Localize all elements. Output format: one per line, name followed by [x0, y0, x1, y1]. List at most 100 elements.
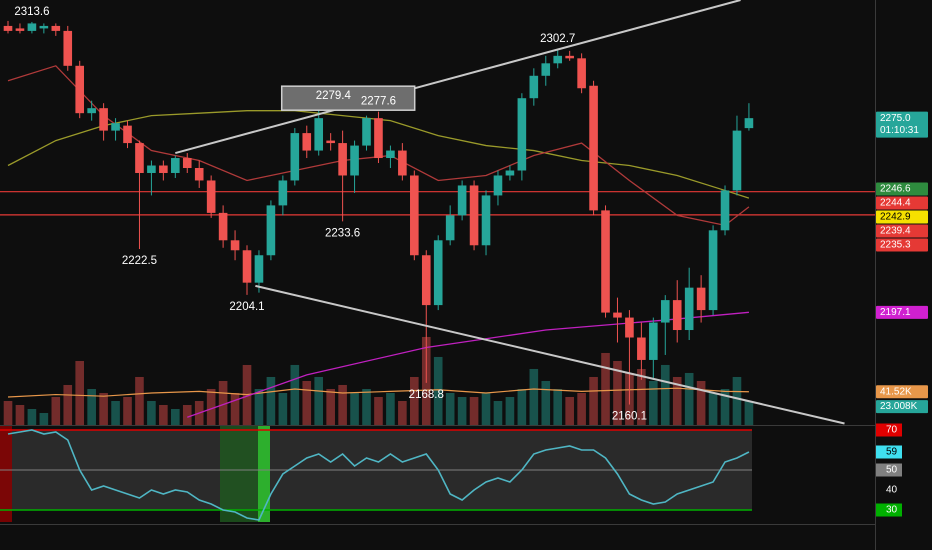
candle-body	[218, 212, 228, 241]
volume-bar	[565, 396, 574, 425]
candle-body	[3, 25, 13, 31]
candle-body	[457, 185, 467, 216]
candle-body	[421, 255, 431, 306]
volume-bar	[696, 380, 706, 425]
candle-body	[15, 28, 25, 31]
candle-body	[493, 175, 503, 196]
price-badge-label: 2275.0	[880, 113, 911, 124]
price-note: 2222.5	[122, 255, 157, 267]
volume-bar	[278, 392, 288, 425]
volume-bar	[230, 392, 240, 425]
candle-body	[732, 130, 742, 191]
volume-bar	[314, 376, 324, 425]
volume-bar	[541, 380, 551, 425]
price-note: 2168.8	[409, 389, 444, 401]
volume-bar	[720, 388, 730, 425]
volume-bar	[51, 396, 61, 425]
price-note: 2277.6	[361, 96, 396, 108]
candle-body	[374, 118, 383, 159]
candle-body	[649, 322, 658, 360]
candle-body	[613, 312, 622, 318]
price-badge-label: 41.52K	[880, 386, 912, 397]
rsi-tick-badge	[876, 445, 902, 459]
volume-bar	[589, 376, 598, 425]
price-note: 2204.1	[229, 301, 264, 313]
volume-bar	[493, 400, 503, 425]
trend-line	[175, 0, 741, 155]
candle-body	[720, 190, 730, 231]
price-badge	[876, 238, 928, 252]
volume-bar	[99, 392, 108, 425]
price-badge	[876, 224, 928, 238]
volume-bar	[398, 400, 407, 425]
candle-body	[433, 240, 443, 306]
candle-body	[672, 300, 682, 331]
candle-body	[684, 287, 694, 331]
price-badge-label: 2242.9	[880, 212, 911, 223]
candle-body	[194, 168, 204, 181]
rsi-tick-label: 30	[886, 505, 898, 516]
volume-bar	[553, 388, 563, 425]
candle-body	[625, 317, 634, 338]
price-badge	[876, 400, 928, 414]
candle-body	[398, 150, 407, 176]
volume-bar	[27, 408, 37, 425]
rsi-tick-label: 40	[886, 485, 898, 496]
volume-bar	[135, 376, 144, 425]
candle-body	[469, 185, 479, 246]
price-badge-label: 2239.4	[880, 226, 911, 237]
candle-body	[87, 108, 96, 114]
moving-average	[7, 110, 750, 199]
candle-body	[565, 55, 574, 59]
candle-body	[63, 30, 73, 66]
candle-body	[445, 215, 455, 241]
price-badge-label: 23.008K	[880, 401, 918, 412]
price-badge-label: 2246.6	[880, 184, 911, 195]
rsi-tick-badge	[876, 423, 902, 437]
volume-bar	[529, 368, 539, 425]
volume-bar	[660, 364, 670, 425]
candle-body	[410, 175, 419, 256]
volume-bar	[601, 352, 610, 425]
candle-body	[230, 240, 240, 251]
candle-body	[75, 65, 85, 114]
volume-bar	[39, 412, 49, 425]
candle-body	[302, 133, 312, 151]
volume-bar	[254, 388, 264, 425]
price-layer: 2313.6 2222.5 2204.1 2279.4 2233.6 2277.6 2168…	[0, 0, 875, 425]
candle-body	[529, 75, 539, 99]
candle-body	[314, 118, 324, 151]
price-note: 2233.6	[325, 227, 360, 239]
volume-bar	[732, 376, 742, 425]
volume-bar	[147, 400, 156, 425]
price-badge	[876, 182, 928, 196]
volume-bar	[159, 404, 168, 425]
candle-body	[278, 180, 288, 206]
candle-body	[481, 195, 491, 246]
price-badge	[876, 196, 928, 210]
volume-bar	[445, 392, 455, 425]
candle-body	[505, 170, 515, 176]
candle-body	[182, 158, 192, 169]
candle-body	[744, 118, 754, 129]
candle-body	[290, 133, 300, 181]
trend-line	[255, 284, 845, 425]
price-badge	[876, 305, 928, 319]
volume-bar	[111, 400, 120, 425]
rsi-line	[7, 429, 750, 521]
price-badge-label: 2197.1	[880, 307, 911, 318]
volume-bar	[649, 380, 658, 425]
price-badge	[876, 111, 928, 138]
candle-body	[660, 300, 670, 323]
rsi-tick-badge	[876, 503, 902, 517]
note-box	[280, 85, 416, 111]
candle-body	[541, 63, 551, 76]
price-note: 2302.7	[540, 33, 575, 45]
price-badge	[876, 385, 928, 399]
candle-body	[99, 108, 108, 131]
volume-bar	[290, 364, 300, 425]
candle-body	[254, 255, 264, 283]
candle-body	[362, 118, 371, 146]
rsi-tick-label: 59	[886, 447, 898, 458]
